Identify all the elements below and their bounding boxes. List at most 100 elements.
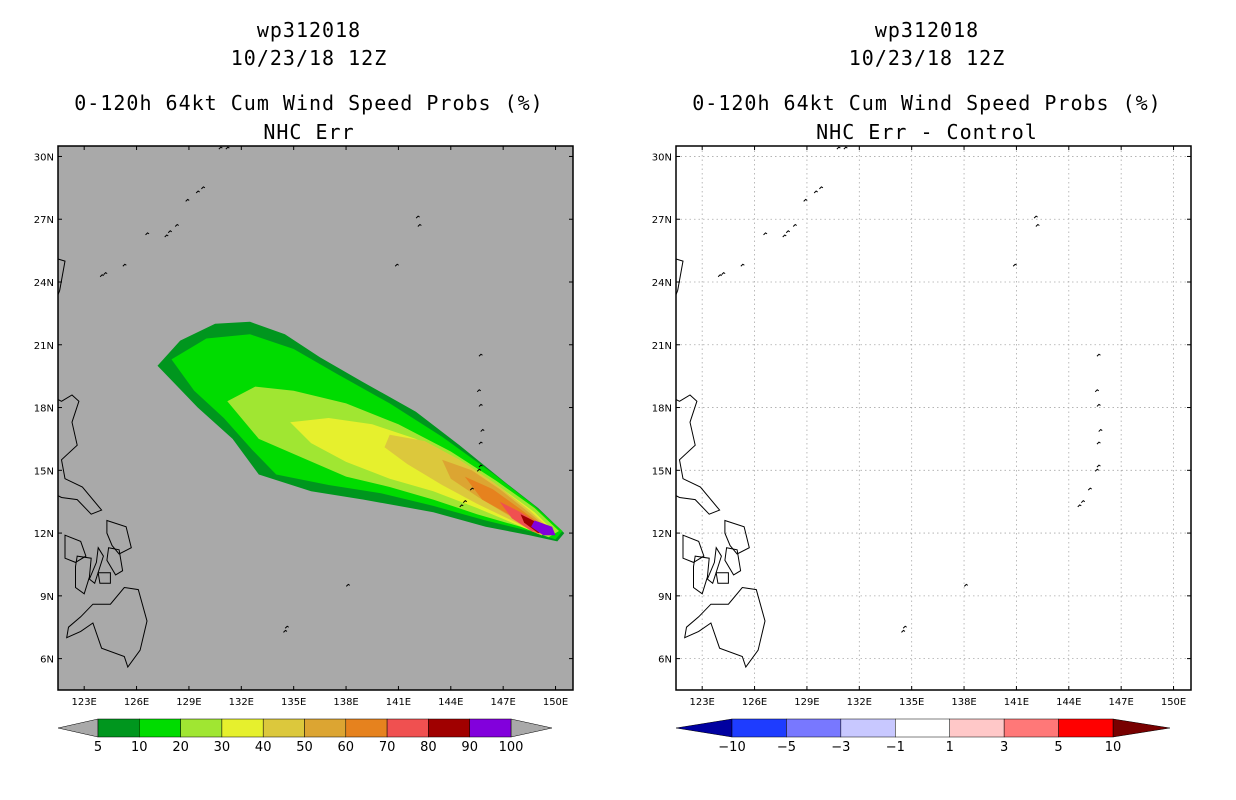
colorbar-swatch xyxy=(786,718,842,738)
colorbar-label: −1 xyxy=(886,740,905,755)
lon-tick-label: 126E xyxy=(742,697,767,708)
left-panel: wp312018 10/23/18 12Z 0-120h 64kt Cum Wi… xyxy=(0,18,574,755)
colorbar-label: 30 xyxy=(214,740,231,755)
island xyxy=(225,146,230,150)
lon-tick-label: 138E xyxy=(333,697,358,708)
island xyxy=(164,234,169,238)
colorbar-label: −5 xyxy=(777,740,796,755)
lon-tick-label: 126E xyxy=(124,697,149,708)
island xyxy=(1096,464,1101,468)
right-panel: wp312018 10/23/18 12Z 0-120h 64kt Cum Wi… xyxy=(618,0,1236,800)
lat-tick-label: 18N xyxy=(652,404,672,415)
colorbar-swatch xyxy=(840,718,896,738)
island xyxy=(792,223,797,227)
island xyxy=(1096,441,1101,445)
island xyxy=(1033,215,1038,219)
right-datetime: 10/23/18 12Z xyxy=(848,46,1006,70)
lat-tick-label: 6N xyxy=(40,655,54,666)
colorbar-swatch xyxy=(304,718,347,738)
coastline xyxy=(88,546,104,585)
map-background xyxy=(676,146,1191,690)
island xyxy=(415,215,420,219)
island xyxy=(1094,468,1100,472)
colorbar-swatch xyxy=(1003,718,1059,738)
island xyxy=(717,274,722,278)
island xyxy=(782,234,787,238)
colorbar-label: 1 xyxy=(946,740,954,755)
lat-tick-label: 21N xyxy=(34,341,54,352)
island xyxy=(345,583,351,587)
coastline xyxy=(724,547,742,576)
frame-margin xyxy=(0,146,58,690)
lat-tick-label: 24N xyxy=(652,278,672,289)
island xyxy=(99,274,104,278)
lat-tick-label: 6N xyxy=(658,655,672,666)
colorbar-swatch xyxy=(345,718,388,738)
colorbar: −10 −5 −3 −1 1 3 5 10 xyxy=(675,718,1171,755)
island xyxy=(417,223,422,227)
lon-tick-label: 123E xyxy=(689,697,714,708)
coastline xyxy=(75,555,92,595)
colorbar-label: 5 xyxy=(94,740,102,755)
island xyxy=(1098,428,1103,432)
lat-tick-label: 12N xyxy=(34,529,54,540)
right-difference-map: 123E 126E 129E 132E 135E 138E 141E 144E 147E 150E… xyxy=(618,145,1192,755)
island xyxy=(1012,263,1017,267)
island xyxy=(122,263,127,267)
lon-tick-label: 141E xyxy=(386,697,411,708)
right-subtitle: NHC Err - Control xyxy=(816,120,1038,144)
colorbar-swatch xyxy=(469,718,512,738)
island xyxy=(145,232,150,236)
lat-tick-label: 27N xyxy=(34,215,54,226)
island xyxy=(478,353,483,357)
axis-ticks: 123E 126E 129E 132E 135E 138E 141E 144E 147E 150E… xyxy=(34,146,573,708)
lon-tick-label: 129E xyxy=(176,697,201,708)
lat-tick-label: 21N xyxy=(652,341,672,352)
colorbar-swatch xyxy=(428,718,470,738)
island xyxy=(476,389,482,393)
island xyxy=(1077,504,1082,508)
colorbar-label: 50 xyxy=(296,740,313,755)
colorbar-swatch xyxy=(97,718,140,738)
coastline xyxy=(693,555,710,595)
lon-tick-label: 147E xyxy=(490,697,515,708)
lat-tick-label: 12N xyxy=(652,529,672,540)
colorbar-label: 80 xyxy=(420,740,437,755)
coastline xyxy=(715,572,729,584)
colorbar-swatch xyxy=(949,718,1005,738)
colorbar-label: 5 xyxy=(1054,740,1062,755)
lat-tick-label: 30N xyxy=(652,152,672,163)
left-product-title: 0-120h 64kt Cum Wind Speed Probs (%) xyxy=(74,91,544,115)
colorbar-label: 100 xyxy=(499,740,524,755)
colorbar-label: −10 xyxy=(718,740,745,755)
island xyxy=(836,146,841,150)
island xyxy=(218,146,223,150)
island xyxy=(469,487,475,491)
left-probability-map: 123E 126E 129E 132E 135E 138E 141E 144E 147E 150E… xyxy=(0,145,574,755)
colorbar-swatch xyxy=(386,718,429,738)
island xyxy=(394,263,399,267)
colorbar-swatch xyxy=(221,718,264,738)
lat-tick-label: 15N xyxy=(652,466,672,477)
colorbar-label: 10 xyxy=(131,740,148,755)
lon-tick-label: 135E xyxy=(899,697,924,708)
map-frame xyxy=(675,145,1192,691)
island xyxy=(478,441,483,445)
colorbar-swatch xyxy=(731,718,787,738)
frame-margin xyxy=(618,146,676,690)
lon-tick-label: 141E xyxy=(1004,697,1029,708)
island xyxy=(1096,403,1101,407)
right-storm-id: wp312018 xyxy=(874,18,980,42)
colorbar-label: 90 xyxy=(461,740,478,755)
colorbar-label: 60 xyxy=(338,740,355,755)
lon-tick-label: 132E xyxy=(229,697,254,708)
colorbar-label: 10 xyxy=(1105,740,1122,755)
island xyxy=(283,629,288,633)
coastline xyxy=(706,546,722,585)
island xyxy=(1087,487,1093,491)
coastline xyxy=(724,519,750,555)
island xyxy=(721,271,726,275)
map-frame xyxy=(57,145,574,691)
colorbar-swatch xyxy=(139,718,181,738)
left-datetime: 10/23/18 12Z xyxy=(230,46,388,70)
